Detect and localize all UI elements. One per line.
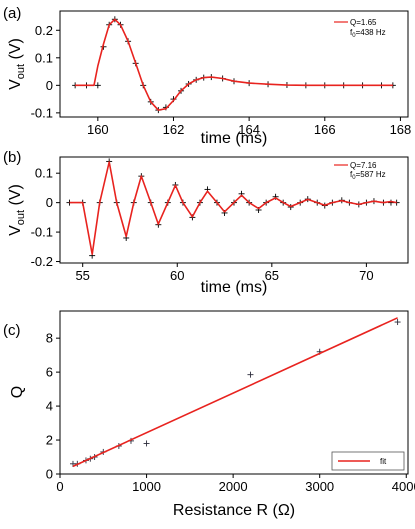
pb-xtick-label-2: 65 bbox=[265, 268, 279, 283]
pc-fit-line bbox=[72, 317, 398, 468]
panel-a-x-label: time (ms) bbox=[201, 130, 268, 147]
pb-ytick-label-1: -0.1 bbox=[31, 225, 53, 240]
panel-a-legend-q: Q=1.65 bbox=[350, 18, 377, 27]
panel-b-y-label-sub: out bbox=[15, 210, 27, 225]
pc-xtick-label-0: 0 bbox=[56, 479, 63, 494]
panel-b-y-label-unit: (V) bbox=[7, 184, 24, 210]
panel-a-y-label-unit: (V) bbox=[7, 38, 24, 64]
pb-xtick-label-1: 60 bbox=[170, 268, 184, 283]
pa-ytick-label-3: 0.2 bbox=[35, 23, 53, 38]
pb-ytick-label-2: 0 bbox=[46, 195, 53, 210]
panel-a: (a) 160 162 164 166 168 -0.1 0 0.1 0.2 time (ms… bbox=[3, 5, 411, 147]
pc-ytick-label-2: 4 bbox=[46, 399, 53, 414]
panel-b: (b) 55 60 65 70 -0.2 -0.1 0 0.1 time (ms) Vout… bbox=[3, 149, 409, 296]
panel-a-legend: Q=1.65 f0=438 Hz bbox=[334, 18, 386, 39]
pb-fit-line bbox=[69, 161, 397, 255]
panel-b-plot-frame bbox=[59, 156, 409, 264]
pc-ytick-label-1: 2 bbox=[46, 433, 53, 448]
pb-ytick-label-3: 0.1 bbox=[35, 166, 53, 181]
panel-b-x-ticks: 55 60 65 70 bbox=[75, 263, 374, 283]
pc-data-point-11 bbox=[394, 319, 401, 326]
panel-a-y-label-sub: out bbox=[15, 64, 27, 79]
panel-b-legend: Q=7.16 f0=587 Hz bbox=[334, 161, 386, 181]
pa-xtick-label-1: 162 bbox=[163, 122, 185, 137]
pa-data-point-2 bbox=[94, 82, 101, 89]
panel-b-x-label: time (ms) bbox=[201, 279, 268, 296]
panel-a-series bbox=[72, 16, 396, 114]
panel-c-plot-frame bbox=[59, 310, 409, 475]
pc-xtick-label-1: 1000 bbox=[132, 479, 161, 494]
pb-xtick-label-3: 70 bbox=[359, 268, 373, 283]
pa-xtick-label-4: 168 bbox=[390, 122, 412, 137]
panel-b-legend-f0-sub: 0 bbox=[352, 175, 356, 181]
pa-ytick-label-0: -0.1 bbox=[31, 105, 53, 120]
panel-a-plot-frame bbox=[59, 10, 409, 118]
panel-b-label: (b) bbox=[3, 149, 21, 166]
pa-xtick-label-0: 160 bbox=[87, 122, 109, 137]
panel-b-legend-f0: f0=587 Hz bbox=[350, 170, 386, 181]
panel-a-legend-f0-sub: 0 bbox=[352, 33, 356, 39]
pa-fit-line bbox=[75, 18, 393, 111]
pc-ytick-label-0: 0 bbox=[46, 467, 53, 482]
pb-xtick-label-0: 55 bbox=[75, 268, 89, 283]
pc-xtick-label-3: 3000 bbox=[305, 479, 334, 494]
panel-c-x-label: Resistance R (Ω) bbox=[173, 502, 295, 519]
panel-a-legend-f0: f0=438 Hz bbox=[350, 28, 386, 39]
panel-b-legend-f0-rest: =587 Hz bbox=[356, 170, 386, 179]
panel-a-y-ticks: -0.1 0 0.1 0.2 bbox=[31, 23, 60, 120]
panel-c-y-label: Q bbox=[9, 386, 26, 398]
panel-b-y-ticks: -0.2 -0.1 0 0.1 bbox=[31, 166, 60, 269]
pa-ytick-label-1: 0 bbox=[46, 78, 53, 93]
panel-b-y-label: Vout (V) bbox=[7, 184, 27, 236]
panel-c-label: (c) bbox=[3, 322, 21, 339]
panel-a-legend-f0-main: f bbox=[350, 28, 353, 37]
panel-c-series bbox=[69, 317, 401, 468]
panel-c-y-ticks: 0 2 4 6 8 bbox=[46, 331, 60, 482]
pc-data-point-9 bbox=[247, 371, 254, 378]
panel-b-y-label-main: V bbox=[7, 225, 24, 236]
pa-ytick-label-2: 0.1 bbox=[35, 50, 53, 65]
panel-a-y-label-main: V bbox=[7, 79, 24, 90]
panel-b-legend-f0-main: f bbox=[350, 170, 353, 179]
pc-data-point-8 bbox=[143, 440, 150, 447]
panel-a-x-ticks: 160 162 164 166 168 bbox=[87, 117, 411, 137]
panel-a-label: (a) bbox=[3, 5, 21, 22]
pa-xtick-label-2: 164 bbox=[238, 122, 260, 137]
pa-xtick-label-3: 166 bbox=[314, 122, 336, 137]
panel-a-legend-f0-rest: =438 Hz bbox=[356, 28, 386, 37]
pc-ytick-label-3: 6 bbox=[46, 365, 53, 380]
panel-b-series bbox=[66, 158, 400, 259]
panel-c-legend-label: fit bbox=[380, 457, 387, 466]
pb-ytick-label-0: -0.2 bbox=[31, 254, 53, 269]
panel-c-legend: fit bbox=[331, 451, 405, 471]
pc-ytick-label-4: 8 bbox=[46, 331, 53, 346]
panel-a-y-label: Vout (V) bbox=[7, 38, 27, 90]
panel-b-legend-q: Q=7.16 bbox=[350, 161, 377, 170]
pc-xtick-label-2: 2000 bbox=[219, 479, 248, 494]
